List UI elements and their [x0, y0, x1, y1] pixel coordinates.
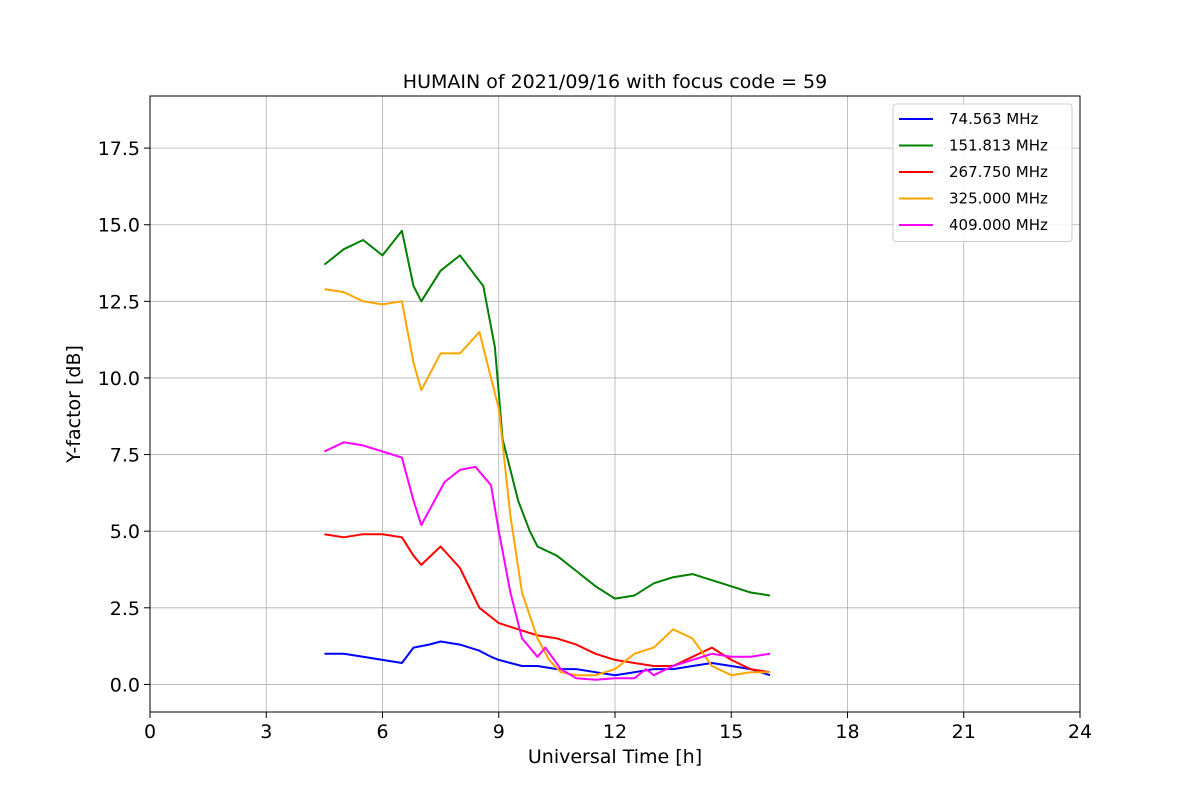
- legend-label: 74.563 MHz: [949, 110, 1038, 128]
- y-tick-label: 2.5: [110, 598, 140, 620]
- series-line-5: [323, 441, 771, 681]
- chart-title: HUMAIN of 2021/09/16 with focus code = 5…: [403, 71, 827, 93]
- y-tick-label: 5.0: [110, 521, 140, 543]
- x-tick-label: 18: [835, 721, 859, 743]
- legend-label: 409.000 MHz: [949, 216, 1048, 234]
- legend-box: [892, 103, 1073, 242]
- legend: 74.563 MHz 151.813 MHz 267.750 MHz 325.000 …: [892, 103, 1073, 242]
- y-tick-label: 7.5: [110, 445, 140, 467]
- legend-label: 267.750 MHz: [949, 163, 1048, 181]
- series-lines: [323, 229, 771, 681]
- x-tick-label: 9: [493, 721, 505, 743]
- x-tick-label: 24: [1068, 721, 1092, 743]
- series-line-1: [324, 640, 771, 677]
- x-tick-label: 0: [144, 721, 156, 743]
- x-tick-label: 3: [260, 721, 272, 743]
- y-tick-label: 12.5: [98, 291, 140, 313]
- y-tick-label: 15.0: [98, 215, 140, 237]
- series-line-2: [323, 229, 771, 600]
- x-tick-label: 15: [719, 721, 743, 743]
- y-tick-label: 17.5: [98, 138, 140, 160]
- y-axis-label: Y-factor [dB]: [63, 345, 85, 464]
- y-tick-label: 0.0: [110, 674, 140, 696]
- x-tick-label: 21: [952, 721, 976, 743]
- x-tick-label: 6: [376, 721, 388, 743]
- y-tick-label: 10.0: [98, 368, 140, 390]
- legend-label: 325.000 MHz: [949, 190, 1048, 208]
- legend-label: 151.813 MHz: [949, 137, 1048, 155]
- axis-ticks: 0 3 6 9 12 15 18 21 24 0.0 2.5 5.0 7.5 10.0 12.5 15.0 17…: [98, 138, 1092, 743]
- x-axis-label: Universal Time [h]: [528, 746, 702, 768]
- series-line-4: [324, 288, 770, 677]
- x-tick-label: 12: [603, 721, 627, 743]
